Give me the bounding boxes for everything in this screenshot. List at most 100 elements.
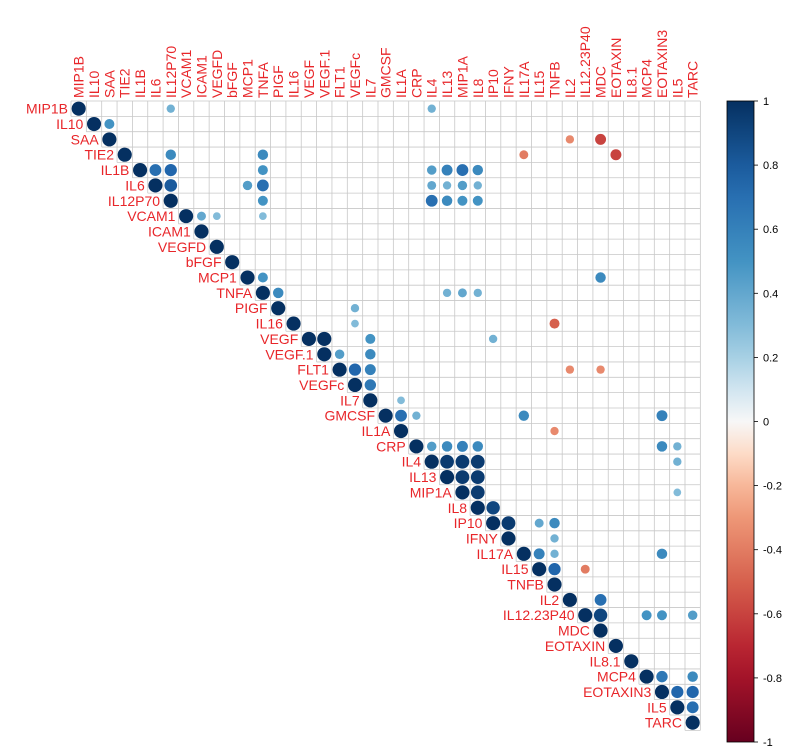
- row-label: TNFA: [216, 285, 252, 301]
- column-label: GMCSF: [378, 47, 394, 98]
- corr-circle: [562, 592, 577, 607]
- corr-circle: [565, 135, 575, 144]
- corr-circle: [256, 179, 269, 192]
- corr-circle: [257, 195, 268, 206]
- corr-circle: [71, 101, 86, 116]
- row-label: bFGF: [186, 254, 222, 270]
- column-label: IL8.1: [623, 67, 639, 98]
- legend-tick-label: 0.6: [763, 224, 778, 236]
- corr-circle: [257, 149, 269, 160]
- corr-circle: [442, 288, 452, 298]
- column-label: IL12P70: [163, 46, 179, 98]
- corr-circle: [671, 685, 684, 699]
- corr-circle: [470, 470, 485, 484]
- corr-circle: [687, 610, 698, 620]
- corr-circle: [117, 147, 132, 162]
- corr-circle: [348, 363, 362, 376]
- column-label: IP10: [485, 69, 501, 98]
- row-label: VEGF.1: [265, 346, 313, 362]
- corr-circle: [457, 195, 468, 206]
- corr-circle: [194, 224, 209, 239]
- row-label: MIP1A: [410, 484, 453, 500]
- corr-circle: [673, 442, 682, 451]
- row-label: IL4: [402, 454, 422, 470]
- column-label: FLT1: [332, 66, 348, 98]
- row-labels: MIP1BIL10SAATIE2IL1BIL6IL12P70VCAM1ICAM1…: [26, 101, 682, 731]
- corr-circle: [455, 470, 470, 484]
- corr-circle: [473, 181, 482, 190]
- column-label: VCAM1: [178, 50, 194, 98]
- corr-circle: [393, 423, 409, 439]
- corr-circle: [549, 517, 560, 529]
- legend-tick-label: 1: [763, 96, 769, 108]
- column-label: TIE2: [117, 68, 133, 98]
- corr-circle: [133, 163, 148, 178]
- corr-circle: [473, 288, 482, 298]
- corr-circle: [565, 365, 575, 374]
- corr-circle: [164, 179, 178, 192]
- corr-circle: [412, 411, 421, 420]
- column-label: VEGFD: [209, 50, 225, 98]
- corr-circle: [593, 623, 608, 638]
- legend-tick-label: -0.6: [763, 609, 782, 621]
- corr-circle: [165, 149, 177, 160]
- corr-circle: [596, 365, 605, 374]
- column-label: IL12.23P40: [577, 26, 593, 98]
- column-labels: MIP1B IL10 SAA TIE2 IL1B IL6 IL12P70 VCAM1 ICAM1…: [71, 26, 701, 98]
- corr-circle: [426, 165, 437, 175]
- row-label: EOTAXIN: [545, 638, 605, 654]
- corr-circle: [163, 193, 178, 208]
- color-legend-bar: [726, 100, 755, 743]
- corr-circle: [209, 239, 224, 254]
- corr-circle: [457, 288, 467, 298]
- corr-circle: [427, 104, 436, 113]
- legend-tick-label: -0.8: [763, 673, 782, 685]
- corr-circle: [532, 562, 547, 577]
- row-label: IL15: [501, 561, 528, 577]
- corr-circle: [148, 178, 163, 193]
- column-label: IL7: [362, 78, 378, 98]
- corr-circle: [608, 638, 623, 653]
- corr-circle: [472, 195, 483, 206]
- row-label: VEGF: [260, 331, 298, 347]
- row-label: IFNY: [466, 530, 499, 546]
- column-label: TARC: [685, 61, 701, 98]
- column-label: VEGFc: [347, 53, 363, 98]
- corr-circle: [426, 441, 437, 452]
- corr-circle: [409, 439, 424, 454]
- corr-circle: [457, 180, 468, 191]
- column-label: IFNY: [500, 65, 516, 98]
- corr-circle: [472, 164, 484, 176]
- grid-lines: [70, 100, 701, 731]
- legend-tick-label: 0.4: [763, 288, 778, 300]
- corr-circle: [519, 150, 529, 160]
- row-label: SAA: [71, 131, 100, 147]
- corr-circle: [686, 685, 699, 699]
- corr-circle: [441, 441, 453, 452]
- corr-circle: [86, 116, 102, 132]
- row-label: IL16: [256, 316, 283, 332]
- corr-circle: [351, 319, 359, 328]
- corr-circle: [624, 654, 639, 669]
- corr-circle: [687, 671, 698, 682]
- corr-circle: [470, 485, 485, 500]
- corr-circle: [259, 212, 267, 220]
- corr-circle: [456, 164, 469, 176]
- row-label: IL6: [125, 177, 145, 193]
- corr-circle: [166, 104, 175, 113]
- corr-circle: [656, 548, 668, 560]
- corr-circle: [442, 181, 452, 190]
- row-label: VEGFc: [299, 377, 344, 393]
- legend-tick-label: 0.8: [763, 160, 778, 172]
- row-label: MIP1B: [26, 101, 68, 117]
- corr-circle: [501, 516, 516, 531]
- corr-circle: [501, 531, 516, 546]
- corr-circle: [271, 301, 286, 316]
- corr-circle: [593, 608, 608, 622]
- color-legend-ticks: -1 -0.8 -0.6 -0.4 -0.2 0 0.2 0.4 0.6 0.8 1: [754, 96, 782, 749]
- row-label: VCAM1: [127, 208, 175, 224]
- corr-circle: [240, 270, 255, 285]
- corr-circle: [580, 564, 590, 574]
- corr-circle: [456, 440, 468, 452]
